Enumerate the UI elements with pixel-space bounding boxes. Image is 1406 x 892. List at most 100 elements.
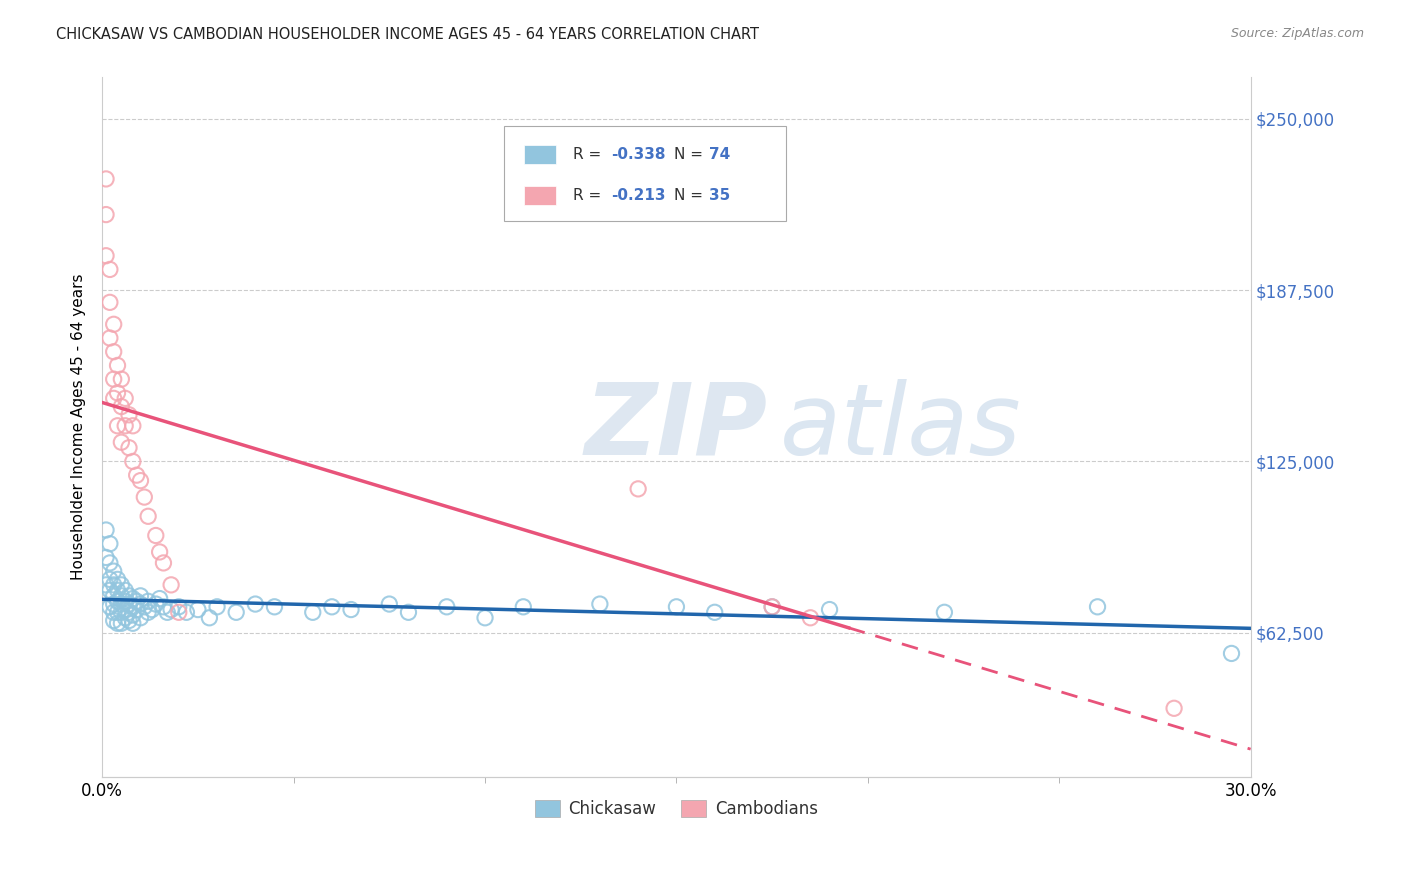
Point (627, 482, 650, 496)
Point (118, 605, 141, 619)
Point (114, 583, 136, 598)
Text: N =: N = (673, 188, 709, 203)
Point (121, 591, 143, 606)
Point (110, 435, 132, 450)
Bar (523, 186, 555, 205)
Point (301, 605, 323, 619)
Point (263, 599, 285, 614)
Point (118, 441, 141, 455)
Point (121, 599, 143, 614)
Point (160, 578, 183, 592)
Point (107, 605, 129, 619)
Point (107, 385, 129, 400)
Text: R =: R = (574, 188, 606, 203)
Point (152, 556, 174, 570)
Point (129, 597, 152, 611)
Point (110, 578, 132, 592)
Point (245, 597, 267, 611)
Point (136, 594, 159, 608)
Point (761, 599, 783, 614)
Point (118, 597, 141, 611)
Point (114, 418, 136, 433)
Point (1163, 701, 1185, 715)
Point (103, 589, 125, 603)
Point (118, 589, 141, 603)
Point (321, 599, 343, 614)
Point (98, 573, 121, 587)
Point (187, 602, 209, 616)
Point (110, 616, 132, 631)
Point (110, 372, 132, 386)
Point (125, 468, 148, 483)
Point (129, 474, 152, 488)
Point (134, 490, 156, 504)
Point (114, 602, 136, 616)
Point (136, 509, 159, 524)
Point (1220, 647, 1243, 661)
Point (98, 295, 121, 310)
Point (121, 454, 143, 468)
Point (103, 392, 125, 406)
Point (98, 599, 121, 614)
Point (436, 599, 458, 614)
Point (103, 564, 125, 578)
Point (107, 594, 129, 608)
Point (134, 599, 156, 614)
FancyBboxPatch shape (505, 127, 786, 221)
Point (107, 418, 129, 433)
Point (114, 611, 136, 625)
Text: -0.338: -0.338 (612, 147, 665, 161)
Point (125, 594, 148, 608)
Point (145, 597, 167, 611)
Point (118, 614, 141, 628)
Point (94, 523, 117, 537)
Point (114, 594, 136, 608)
Text: N =: N = (673, 147, 709, 161)
Text: -0.213: -0.213 (612, 188, 665, 203)
Point (1087, 599, 1109, 614)
Point (145, 528, 167, 542)
Point (121, 608, 143, 623)
Point (103, 597, 125, 611)
Text: 74: 74 (709, 147, 730, 161)
Point (110, 400, 132, 414)
Point (589, 597, 612, 611)
Point (98, 537, 121, 551)
Point (761, 599, 783, 614)
Point (149, 591, 172, 606)
Point (98, 262, 121, 277)
Point (107, 616, 129, 631)
Point (118, 408, 141, 422)
Point (121, 616, 143, 631)
Point (94, 208, 117, 222)
Text: 35: 35 (709, 188, 730, 203)
Point (340, 602, 363, 616)
Point (934, 605, 956, 619)
Point (110, 597, 132, 611)
Point (205, 599, 228, 614)
Point (378, 597, 401, 611)
Point (136, 605, 159, 619)
Point (107, 359, 129, 373)
Point (665, 599, 688, 614)
Bar (523, 145, 555, 164)
Point (103, 578, 125, 592)
Point (799, 611, 821, 625)
Point (149, 545, 172, 559)
Text: R =: R = (574, 147, 606, 161)
Point (114, 392, 136, 406)
Point (474, 611, 496, 625)
Point (110, 605, 132, 619)
Text: ZIP: ZIP (585, 378, 768, 475)
Point (103, 605, 125, 619)
Point (141, 602, 163, 616)
Point (125, 602, 148, 616)
Text: Source: ZipAtlas.com: Source: ZipAtlas.com (1230, 27, 1364, 40)
Point (167, 605, 190, 619)
Point (103, 614, 125, 628)
Point (121, 418, 143, 433)
Point (107, 573, 129, 587)
Point (156, 605, 179, 619)
Point (110, 589, 132, 603)
Point (103, 344, 125, 359)
